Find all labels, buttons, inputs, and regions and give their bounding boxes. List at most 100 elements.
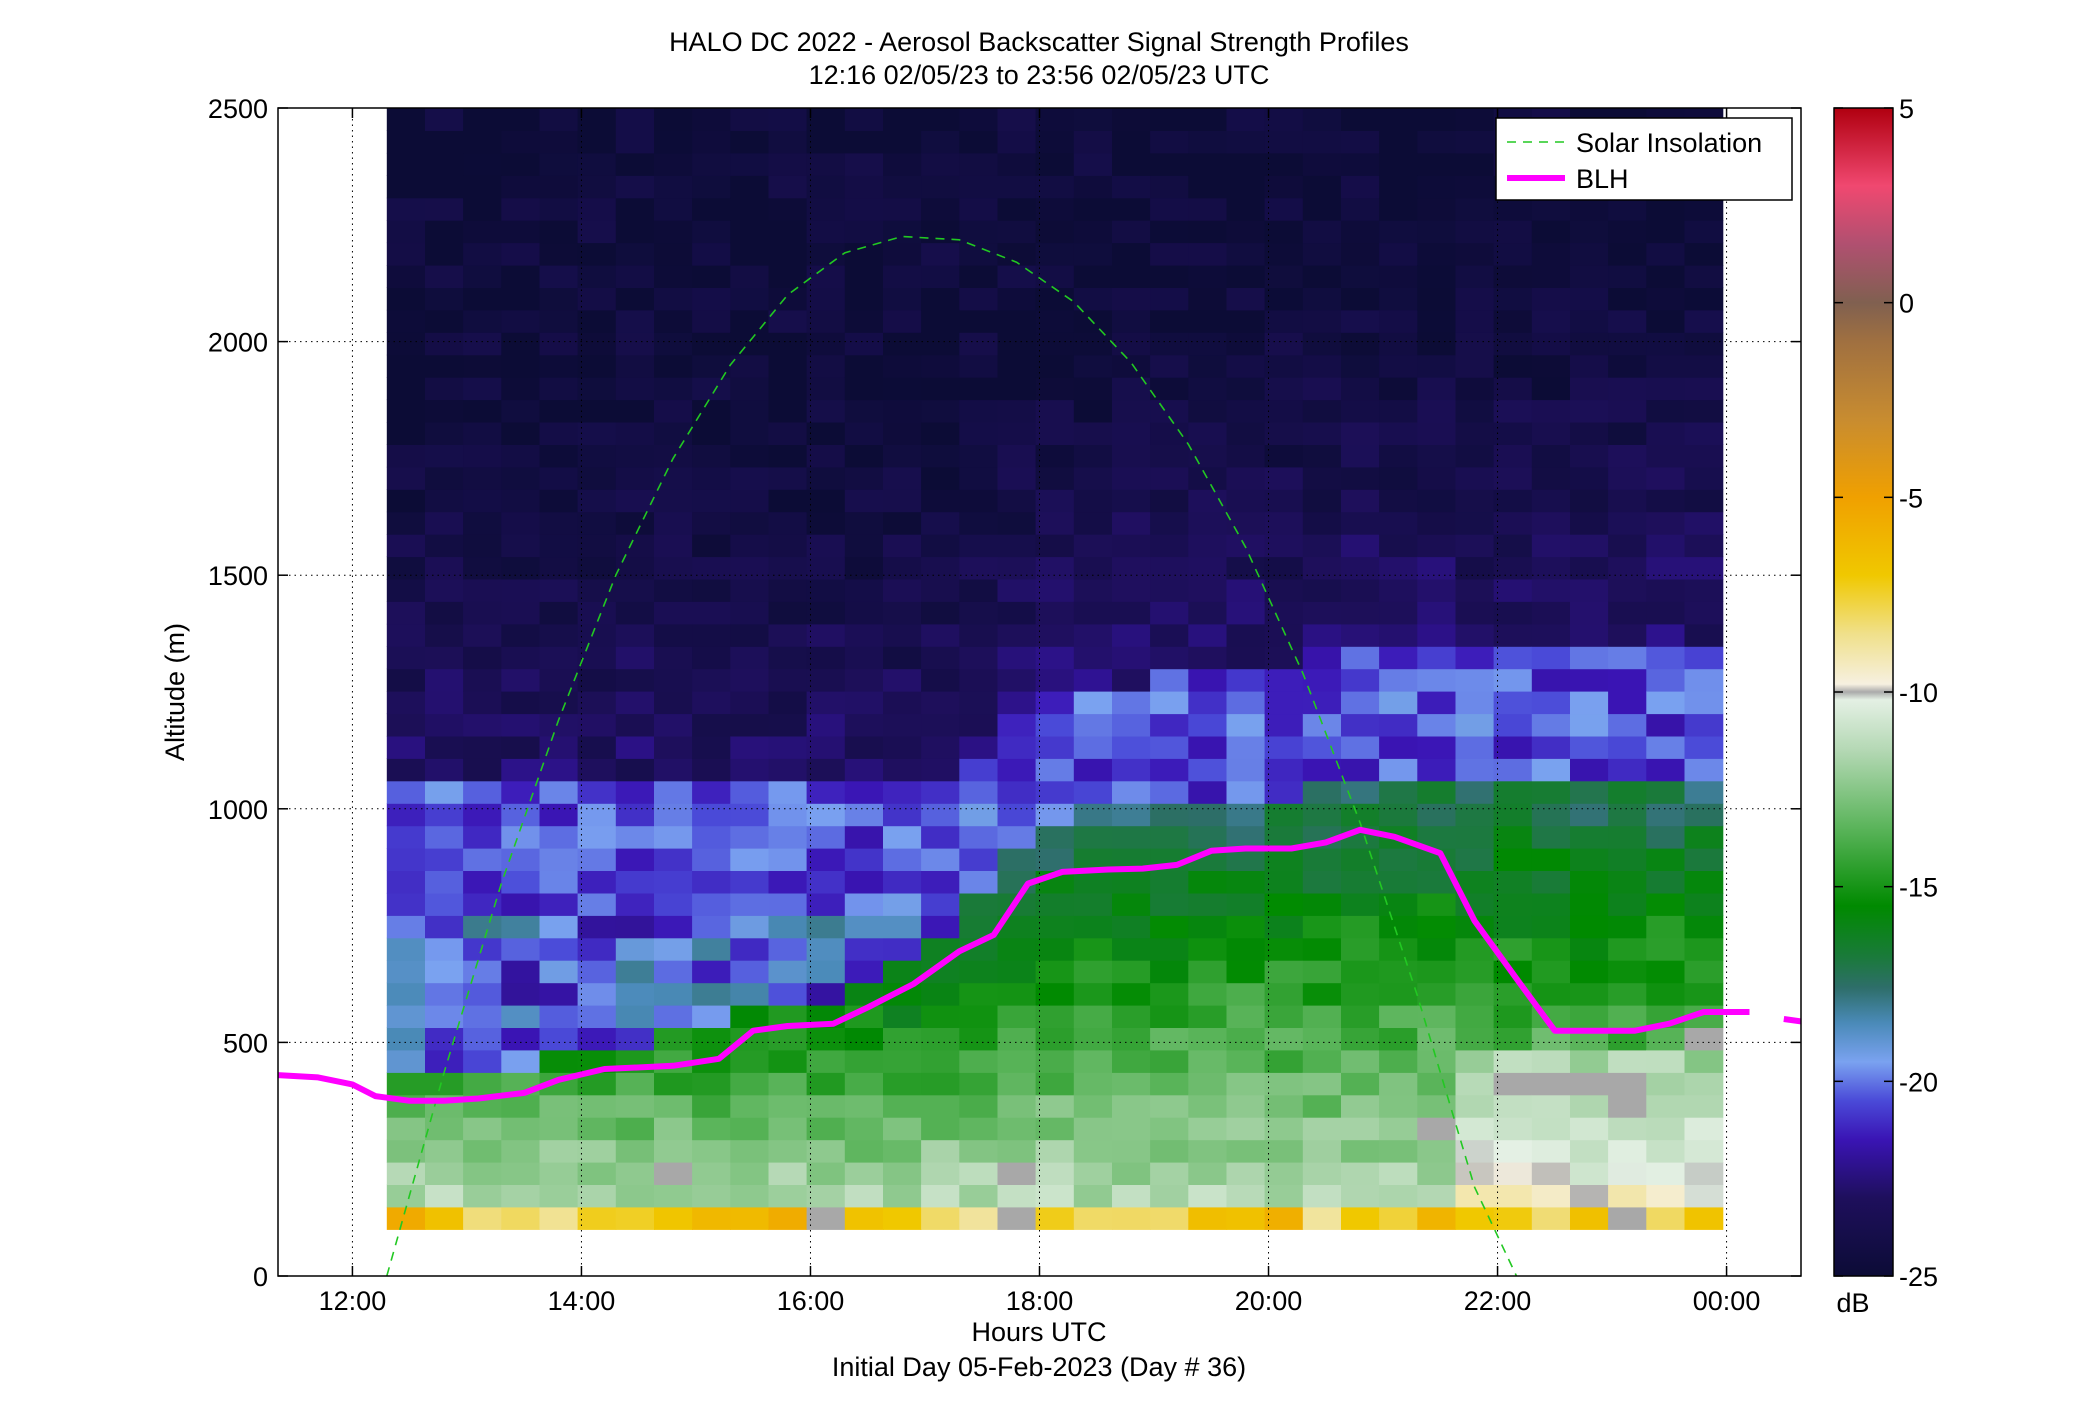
heatmap-cell [1455,735,1495,759]
heatmap-cell [615,422,655,445]
heatmap-cell [1112,780,1151,804]
heatmap-cell [425,982,464,1006]
heatmap-cell [1112,466,1151,490]
heatmap-cell [1608,466,1647,490]
heatmap-cell [386,489,426,513]
heatmap-cell [1302,175,1342,199]
heatmap-cell [463,197,502,221]
heatmap-cell [1302,982,1342,1006]
heatmap-cell [921,870,960,894]
heatmap-cell [1684,466,1724,490]
heatmap-cell [425,623,464,647]
heatmap-cell [1112,937,1151,961]
heatmap-cell [615,713,655,737]
heatmap-cell [1341,960,1380,984]
heatmap-cell [463,803,502,827]
heatmap-cell [1188,309,1228,333]
heatmap-cell [654,354,693,378]
heatmap-cell [386,601,426,625]
heatmap-cell [692,1139,731,1163]
heatmap-cell [654,309,693,333]
heatmap-cell [1608,1094,1647,1118]
heatmap-cell [806,466,846,490]
y-tick-label: 2500 [208,94,268,124]
heatmap-cell [730,220,770,244]
heatmap-cell [768,130,808,154]
heatmap-cell [654,1206,693,1230]
heatmap-cell [1646,422,1686,445]
heatmap-cell [386,780,426,804]
x-axis-label: Hours UTC [971,1317,1106,1347]
heatmap-cell [997,825,1037,849]
heatmap-cell [883,892,922,916]
heatmap-cell [959,758,999,782]
heatmap-cell [1302,377,1342,401]
heatmap-cell [425,466,464,490]
heatmap-cell [1646,758,1686,782]
colorbar-tick-label: -10 [1899,678,1938,708]
heatmap-cell [539,668,579,692]
heatmap-cell [1226,354,1266,378]
heatmap-cell [1417,354,1457,378]
heatmap-cell [1417,870,1457,894]
heatmap-cell [921,175,960,199]
heatmap-cell [1188,803,1228,827]
heatmap-cell [1417,1139,1457,1163]
heatmap-cell [1035,130,1075,154]
heatmap-cell [1379,489,1418,513]
heatmap-cell [1417,982,1457,1006]
heatmap-cell [615,1005,655,1028]
heatmap-cell [844,758,884,782]
heatmap-cell [1073,511,1113,535]
heatmap-cell [386,623,426,647]
heatmap-cell [425,578,464,602]
heatmap-cell [1531,265,1571,288]
heatmap-cell [1608,265,1647,288]
heatmap-cell [501,377,541,401]
heatmap-cell [463,108,502,131]
y-tick-label: 500 [223,1028,268,1058]
heatmap-cell [692,377,731,401]
heatmap-cell [1684,803,1724,827]
heatmap-cell [577,1139,617,1163]
heatmap-cell [1684,848,1724,871]
heatmap-cell [463,466,502,490]
heatmap-cell [1302,623,1342,647]
heatmap-cell [386,556,426,580]
heatmap-cell [1188,960,1228,984]
heatmap-cell [654,556,693,580]
heatmap-cell [1570,982,1609,1006]
heatmap-cell [1379,377,1418,401]
heatmap-cell [539,354,579,378]
heatmap-cell [692,735,731,759]
heatmap-cell [959,152,999,176]
heatmap-cell [1646,1049,1686,1073]
heatmap-cell [1150,937,1189,961]
heatmap-cell [1188,1049,1228,1073]
heatmap-cell [1073,915,1113,939]
heatmap-cell [1073,220,1113,244]
heatmap-cell [1646,1184,1686,1208]
heatmap-cell [1073,1072,1113,1096]
heatmap-cell [1493,1094,1533,1118]
heatmap-cell [844,915,884,939]
heatmap-cell [463,1072,502,1096]
heatmap-cell [883,1139,922,1163]
heatmap-cell [615,556,655,580]
heatmap-cell [806,960,846,984]
heatmap-cell [654,1027,693,1051]
heatmap-cell [768,982,808,1006]
solar-insolation-line [386,235,1518,1276]
heatmap-cell [1379,758,1418,782]
heatmap-cell [768,1206,808,1230]
heatmap-cell [577,309,617,333]
heatmap-cell [463,937,502,961]
heatmap-cell [539,623,579,647]
heatmap-cell [1493,1139,1533,1163]
heatmap-cell [1417,422,1457,445]
heatmap-cell [692,130,731,154]
heatmap-cell [1570,578,1609,602]
heatmap-cell [768,892,808,916]
heatmap-cell [730,1184,770,1208]
heatmap-cell [1417,152,1457,176]
